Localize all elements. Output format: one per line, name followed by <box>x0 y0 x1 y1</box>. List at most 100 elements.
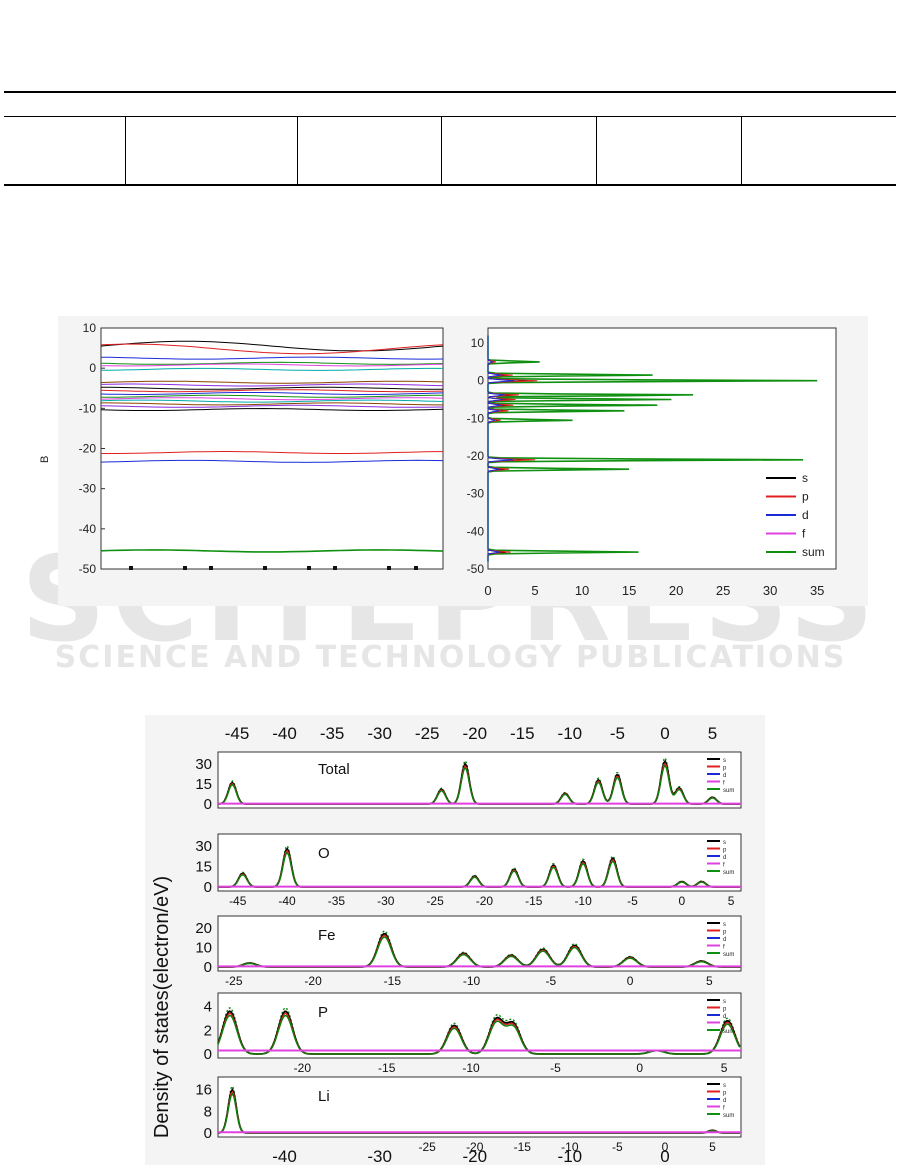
legend-label-s: s <box>723 922 726 928</box>
legend-label-p: p <box>723 1007 727 1013</box>
legend-label-s: s <box>723 1083 726 1089</box>
pdos-panel-o: 30 15 0 -45 -40 -35 -30 -25 -20 -15 -10 -5 0 5 Ospdfsu… <box>195 833 742 908</box>
table-col-divider <box>596 117 597 185</box>
legend-label-f: f <box>723 1022 725 1028</box>
panel-xtick-label: -35 <box>328 894 346 908</box>
band-axis-label: B <box>39 456 51 463</box>
panel-ytick-label: 4 <box>204 999 212 1016</box>
panel-xtick-label: -10 <box>463 974 481 988</box>
dos-ytick-label: -50 <box>467 562 485 576</box>
legend-label-sum: sum <box>723 952 734 958</box>
legend-label-f: f <box>723 781 725 787</box>
panel-ytick-label: 0 <box>204 1125 212 1142</box>
panel-ytick-label: 20 <box>195 920 212 937</box>
band-ytick-label: 0 <box>89 361 96 375</box>
panel-xtick-label: -10 <box>561 1140 579 1154</box>
band-line <box>100 392 444 395</box>
kpoint-marker <box>183 566 187 570</box>
band-line <box>100 407 444 411</box>
panel-frame <box>217 1076 742 1138</box>
band-ytick-label: 10 <box>83 321 97 335</box>
panel-xtick-label: 0 <box>662 1140 669 1154</box>
dos-xtick-label: 30 <box>763 583 777 598</box>
legend-label-d: d <box>802 508 809 522</box>
top-axis-tick-label: 0 <box>660 724 669 743</box>
band-line <box>100 404 444 408</box>
table-col-divider <box>297 117 298 185</box>
table-bottom-rule <box>4 184 896 186</box>
top-axis-tick-label: -25 <box>415 724 440 743</box>
panel-ytick-label: 0 <box>204 796 212 813</box>
band-structure-panel: 10 0 -10 -20 -30 -40 -50 B <box>39 321 444 576</box>
band-line <box>101 394 443 398</box>
panel-xtick-label: -45 <box>229 894 247 908</box>
kpoint-marker <box>263 566 267 570</box>
band-line <box>100 399 444 403</box>
top-axis-tick-label: -30 <box>367 724 392 743</box>
legend-label-f: f <box>723 863 725 869</box>
top-axis-tick-label: 5 <box>708 724 717 743</box>
legend-label-s: s <box>802 471 808 485</box>
panel-xtick-label: -30 <box>377 894 395 908</box>
dos-curve-d <box>487 335 515 562</box>
panel-xtick-label: 5 <box>709 1140 716 1154</box>
dos-xtick-label: 25 <box>716 583 730 598</box>
legend-label-f: f <box>723 945 725 951</box>
panel-xtick-label: -25 <box>225 974 243 988</box>
legend-label-sum: sum <box>723 870 734 876</box>
kpoint-marker <box>209 566 213 570</box>
dos-ytick-label: -30 <box>467 487 485 501</box>
dos-ytick-label: 10 <box>471 336 485 350</box>
panel-xtick-label: -10 <box>462 1061 480 1075</box>
table-col-divider <box>125 117 126 185</box>
panel-xtick-label: -5 <box>627 894 638 908</box>
panel-xtick-label: -20 <box>476 894 494 908</box>
kpoint-marker <box>333 566 337 570</box>
band-ytick-label: -50 <box>79 562 97 576</box>
panel-xtick-label: -5 <box>545 974 556 988</box>
legend-label-d: d <box>723 1098 726 1104</box>
legend-label-p: p <box>723 766 727 772</box>
panel-xtick-label: -25 <box>419 1140 437 1154</box>
panel-xtick-label: 5 <box>728 894 735 908</box>
dos-xtick-label: 20 <box>669 583 683 598</box>
legend-label-f: f <box>802 527 806 541</box>
table-mid-rule <box>4 116 896 117</box>
table-col-divider <box>741 117 742 185</box>
panel-xtick-label: -15 <box>514 1140 532 1154</box>
panel-xtick-label: 5 <box>721 1061 728 1075</box>
band-ytick-label: -20 <box>79 442 97 456</box>
dos-xtick-label: 0 <box>484 583 491 598</box>
band-ytick-label: -30 <box>79 482 97 496</box>
dos-xtick-label: 10 <box>575 583 589 598</box>
legend-label-sum: sum <box>802 545 825 559</box>
panel-ytick-label: 0 <box>204 879 212 896</box>
top-axis-tick-label: -10 <box>558 724 583 743</box>
kpoint-marker <box>129 566 133 570</box>
band-line <box>100 549 444 553</box>
panel-label: Fe <box>318 927 336 944</box>
panel-ytick-label: 16 <box>195 1082 212 1099</box>
panel-xtick-label: -10 <box>574 894 592 908</box>
band-line <box>100 367 443 371</box>
panel-label: Total <box>318 761 350 778</box>
band-line <box>100 361 444 365</box>
legend-label-s: s <box>723 999 726 1005</box>
dos-xtick-label: 35 <box>810 583 824 598</box>
panel-xtick-label: -40 <box>278 894 296 908</box>
band-line <box>100 383 444 387</box>
band-line <box>100 363 444 367</box>
dos-ytick-label: -20 <box>467 449 485 463</box>
panel-label: Li <box>318 1088 330 1105</box>
panel-xtick-label: -5 <box>550 1061 561 1075</box>
panel-xtick-label: -15 <box>525 894 543 908</box>
dos-xtick-label: 5 <box>531 583 538 598</box>
top-axis-tick-label: -40 <box>272 724 297 743</box>
bottom-axis-tick-label: -30 <box>367 1147 392 1166</box>
bottom-axis-tick-label: -40 <box>272 1147 297 1166</box>
panel-frame <box>217 751 742 809</box>
top-axis-tick-label: -20 <box>462 724 487 743</box>
pdos-figure: -45 -40 -35 -30 -25 -20 -15 -10 -5 0 5 30 15 0 Total s… <box>145 715 765 1166</box>
legend-label-d: d <box>723 1014 726 1020</box>
